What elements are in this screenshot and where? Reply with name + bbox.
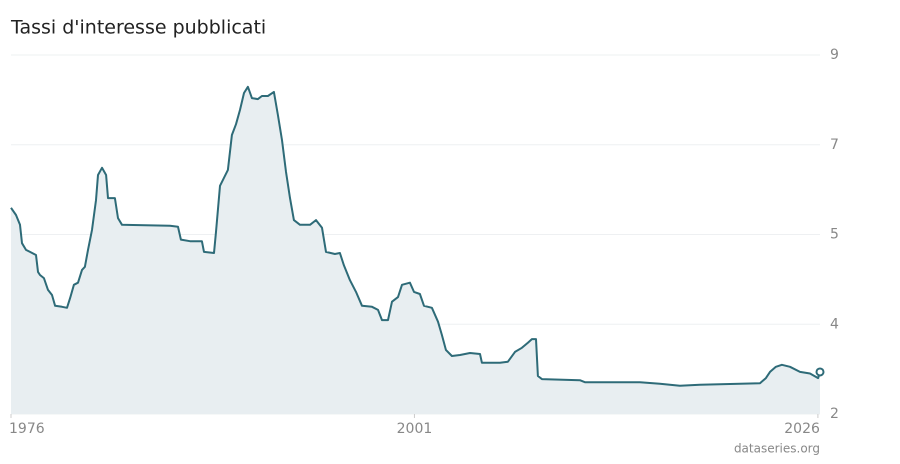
area xyxy=(11,86,820,415)
source: dataseries.org xyxy=(734,442,820,456)
x-tick-label: 2001 xyxy=(397,421,433,437)
y-tick-label: 2 xyxy=(830,406,839,422)
end-marker xyxy=(815,367,825,377)
y-tick-label: 5 xyxy=(830,227,839,243)
x-tick-label: 1976 xyxy=(9,421,45,437)
y-tick-label: 9 xyxy=(830,47,839,63)
x-tick-label: 2026 xyxy=(784,421,820,437)
chart-title: Tassi d'interesse pubblicati xyxy=(10,17,266,39)
y-tick-label: 7 xyxy=(830,137,839,153)
y-tick-label: 4 xyxy=(830,316,839,332)
line xyxy=(10,85,821,387)
